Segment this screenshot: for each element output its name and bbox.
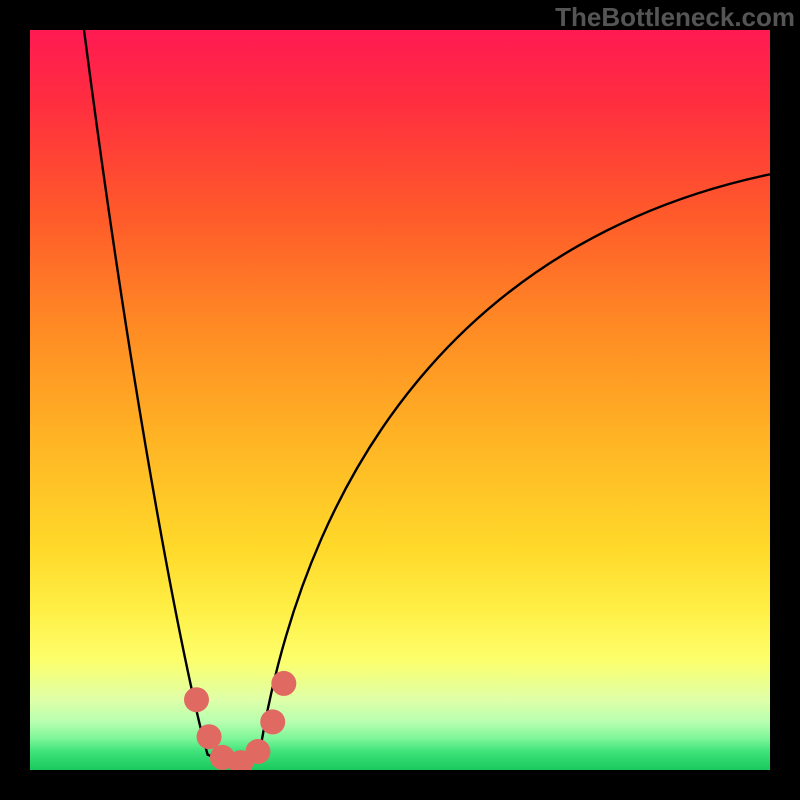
- curve-marker: [197, 724, 222, 749]
- curve-layer: [30, 30, 770, 770]
- curve-marker: [260, 709, 285, 734]
- watermark-text: TheBottleneck.com: [555, 2, 795, 33]
- chart-frame: TheBottleneck.com: [0, 0, 800, 800]
- plot-area: [30, 30, 770, 770]
- curve-marker: [271, 671, 296, 696]
- bottleneck-curve: [84, 30, 770, 761]
- curve-marker: [184, 687, 209, 712]
- curve-marker: [245, 739, 270, 764]
